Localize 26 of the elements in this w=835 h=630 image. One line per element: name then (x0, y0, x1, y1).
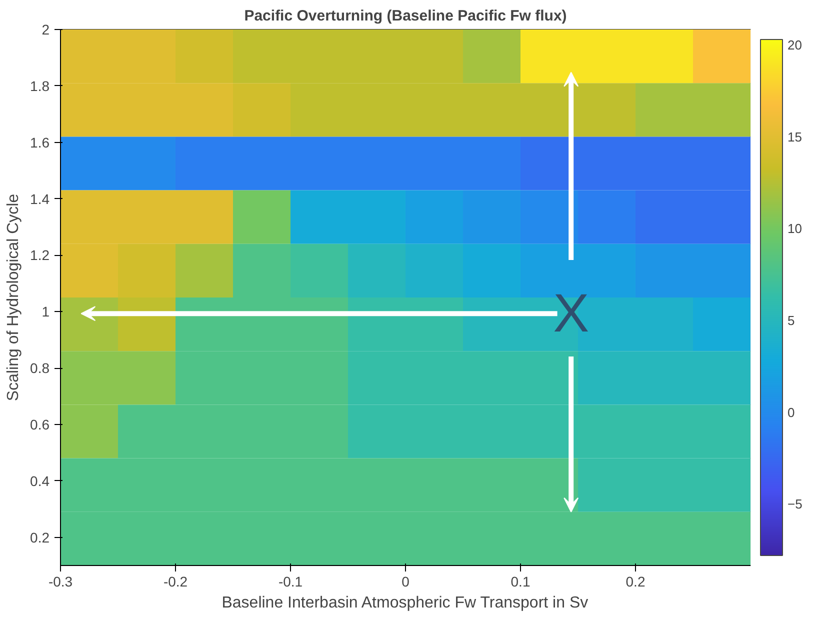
y-tick-label: 0.4 (30, 472, 50, 489)
color-bar-label: −5 (788, 496, 802, 512)
color-bar-label: 5 (788, 312, 795, 328)
x-tick-label: -0.2 (163, 574, 188, 590)
x-tick-label: -0.1 (278, 574, 303, 590)
chart-title: Pacific Overturning (Baseline Pacific Fw flux) (244, 8, 567, 24)
y-tick-label: 1 (42, 304, 50, 320)
color-bar-label: 0 (788, 404, 795, 420)
x-tick-label: -0.3 (48, 574, 73, 590)
y-axis-title: Scaling of Hydrological Cycle (5, 194, 22, 402)
y-tick-label: 1.4 (30, 190, 50, 207)
y-tick-label: 0.6 (30, 416, 50, 432)
y-tick-label: 1.8 (30, 78, 50, 94)
y-tick-label: 2 (42, 22, 50, 38)
x-tick-label: 0.2 (626, 574, 646, 590)
x-tick-label: 0.1 (510, 574, 530, 590)
x-axis-title: Baseline Interbasin Atmospheric Fw Transport in Sv (222, 594, 588, 612)
color-bar-label: 10 (788, 221, 802, 236)
y-tick-label: 1.6 (30, 134, 50, 150)
color-bar-label: 15 (788, 129, 802, 144)
annotation: X (553, 284, 590, 344)
color-bar-label: 20 (788, 38, 802, 53)
x-tick-label: 0 (402, 574, 410, 590)
y-tick-label: 0.2 (30, 529, 50, 546)
y-tick-label: 0.8 (30, 360, 50, 376)
y-tick-label: 1.2 (30, 247, 50, 264)
